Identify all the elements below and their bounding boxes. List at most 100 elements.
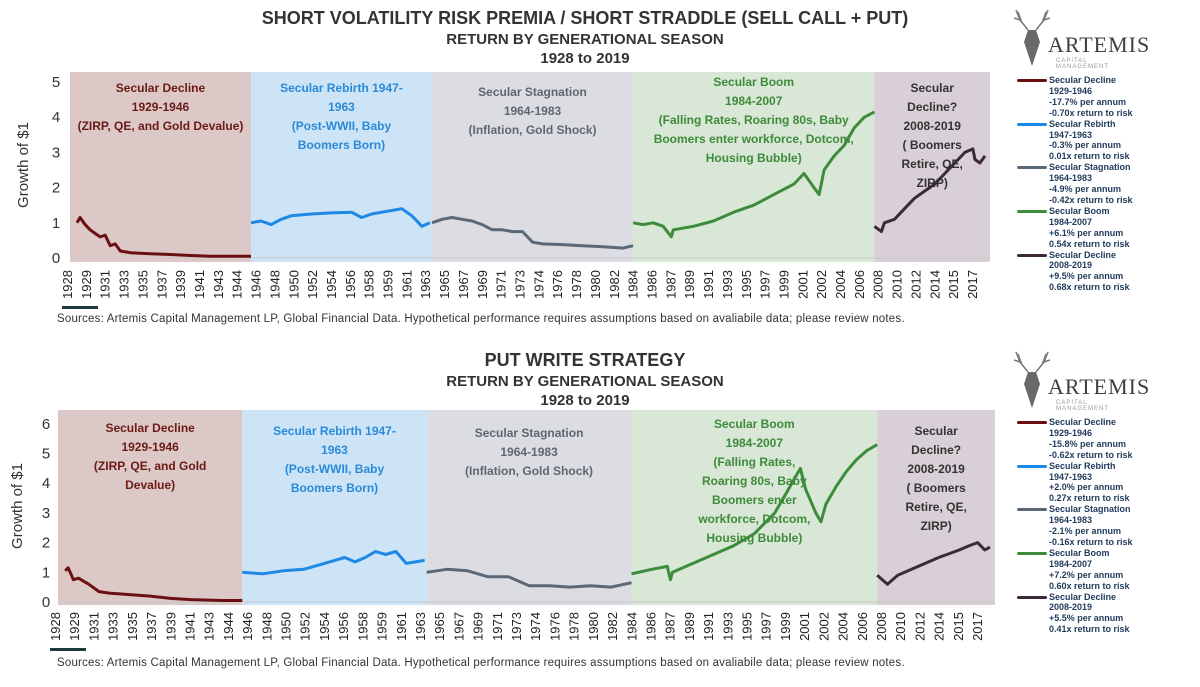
season-band-rebirth bbox=[250, 72, 432, 262]
legend-item-rebirth: Secular Rebirth 1947-1963 +2.0% per annum 0… bbox=[1017, 461, 1133, 505]
season-annotation: Secular Boom bbox=[713, 75, 794, 89]
x-tick-label: 1991 bbox=[701, 612, 716, 641]
series-line-decline bbox=[75, 216, 251, 258]
legend-item-decline2: Secular Decline 2008-2019 +9.5% per annum 0… bbox=[1017, 250, 1133, 294]
season-annotation: ZIRP) bbox=[920, 519, 951, 533]
x-tick-label: 1967 bbox=[456, 270, 471, 299]
season-band-decline bbox=[58, 410, 243, 605]
x-tick-label: 1997 bbox=[759, 612, 774, 641]
series-line-boom bbox=[632, 110, 876, 239]
x-tick-label: 2004 bbox=[833, 270, 848, 299]
x-tick-label: 1969 bbox=[475, 270, 490, 299]
legend-item-rebirth: Secular Rebirth 1947-1963 -0.3% per annum 0… bbox=[1017, 119, 1133, 163]
chart2-subtitle: RETURN BY GENERATIONAL SEASON bbox=[446, 373, 724, 390]
legend-label: Secular Decline bbox=[1049, 591, 1117, 602]
legend-stat: -0.62x return to risk bbox=[1049, 449, 1133, 460]
legend-item-decline: Secular Decline 1929-1946 -17.7% per annum… bbox=[1017, 75, 1133, 119]
x-tick-label: 2001 bbox=[795, 270, 810, 299]
x-tick-label: 1937 bbox=[144, 612, 159, 641]
chart1-period: 1928 to 2019 bbox=[540, 50, 630, 67]
x-tick-label: 1958 bbox=[355, 612, 370, 641]
season-annotation: Secular bbox=[911, 81, 955, 95]
legend-label: Secular Decline bbox=[1049, 75, 1117, 85]
chart2-title: PUT WRITE STRATEGY bbox=[484, 350, 686, 370]
y-tick-label: 3 bbox=[42, 505, 50, 522]
x-tick-label: 1946 bbox=[240, 612, 255, 641]
legend-swatch bbox=[1017, 79, 1047, 82]
legend-stat: -0.70x return to risk bbox=[1049, 107, 1133, 118]
legend-item-decline: Secular Decline 1929-1946 -15.8% per annum… bbox=[1017, 417, 1133, 461]
x-tick-label: 1943 bbox=[202, 612, 217, 641]
x-tick-label: 1991 bbox=[701, 270, 716, 299]
series-line-decline bbox=[64, 566, 243, 602]
legend-stat: -0.16x return to risk bbox=[1049, 536, 1133, 547]
artemis-logo: ARTEMIS CAPITAL MANAGEMENT bbox=[1012, 8, 1149, 70]
logo-name: ARTEMIS bbox=[1048, 32, 1151, 57]
legend-swatch bbox=[1017, 122, 1047, 126]
x-tick-label: 1984 bbox=[626, 270, 641, 299]
legend-stat: 0.54x return to risk bbox=[1049, 238, 1130, 249]
x-tick-label: 1929 bbox=[79, 270, 94, 299]
season-annotation: Decline? bbox=[907, 100, 957, 114]
x-tick-label: 1973 bbox=[509, 612, 524, 641]
season-band-decline2 bbox=[874, 72, 990, 262]
x-tick-label: 1939 bbox=[173, 270, 188, 299]
season-annotation: 1984-2007 bbox=[726, 436, 784, 450]
season-annotation: 2008-2019 bbox=[903, 119, 961, 133]
x-tick-label: 1989 bbox=[682, 612, 697, 641]
season-annotation: workforce, Dotcom, bbox=[697, 512, 810, 526]
series-line-decline2 bbox=[873, 147, 987, 234]
chart1-subtitle: RETURN BY GENERATIONAL SEASON bbox=[446, 31, 724, 48]
series-line-boom bbox=[631, 443, 878, 582]
x-tick-label: 1929 bbox=[67, 612, 82, 641]
x-tick-label: 2012 bbox=[912, 612, 927, 641]
series-line-rebirth bbox=[250, 207, 431, 228]
legend-stat: 0.60x return to risk bbox=[1049, 580, 1130, 591]
legend-stat: -0.42x return to risk bbox=[1049, 194, 1133, 205]
x-tick-label: 1935 bbox=[125, 612, 140, 641]
legend-stat: +5.5% per annum bbox=[1049, 613, 1124, 624]
legend-stat: 0.41x return to risk bbox=[1049, 624, 1130, 635]
y-tick-label: 2 bbox=[52, 180, 60, 197]
season-annotation: Secular Decline bbox=[116, 81, 206, 95]
legend-stat: 0.27x return to risk bbox=[1049, 493, 1130, 504]
logo-name: ARTEMIS bbox=[1048, 374, 1151, 399]
x-tick-label: 2015 bbox=[951, 612, 966, 641]
x-tick-label: 1965 bbox=[432, 612, 447, 641]
y-axis-title: Growth of $1 bbox=[15, 122, 32, 208]
x-tick-label: 1954 bbox=[324, 270, 339, 299]
x-tick-label: 1965 bbox=[437, 270, 452, 299]
x-tick-label: 2002 bbox=[816, 612, 831, 641]
x-tick-label: 1931 bbox=[86, 612, 101, 641]
x-tick-label: 2006 bbox=[855, 612, 870, 641]
x-tick-label: 1987 bbox=[663, 612, 678, 641]
x-tick-label: 1928 bbox=[48, 612, 63, 641]
season-annotation: Secular bbox=[914, 424, 958, 438]
chart2-legend: Secular Decline 1929-1946 -15.8% per annum… bbox=[1017, 417, 1133, 635]
season-annotation: Boomers Born) bbox=[298, 138, 385, 152]
x-tick-label: 1958 bbox=[362, 270, 377, 299]
x-tick-label: 1995 bbox=[740, 612, 755, 641]
season-annotation: Secular Stagnation bbox=[478, 85, 587, 99]
x-tick-label: 2002 bbox=[814, 270, 829, 299]
x-tick-label: 1928 bbox=[60, 270, 75, 299]
season-annotation: Devalue) bbox=[125, 478, 175, 492]
y-tick-label: 0 bbox=[52, 250, 60, 267]
season-annotation: Decline? bbox=[911, 443, 961, 457]
x-tick-label: 1944 bbox=[230, 270, 245, 299]
season-band-stagnation bbox=[426, 410, 632, 605]
legend-item-boom: Secular Boom 1984-2007 +6.1% per annum 0.54… bbox=[1017, 206, 1133, 250]
x-tick-label: 1978 bbox=[569, 270, 584, 299]
legend-stat: -0.3% per annum bbox=[1049, 140, 1122, 151]
legend-swatch bbox=[1017, 464, 1047, 468]
x-tick-label: 1941 bbox=[192, 270, 207, 299]
season-annotation: 2008-2019 bbox=[907, 462, 965, 476]
legend-label: Secular Rebirth bbox=[1049, 460, 1116, 471]
x-tick-label: 1995 bbox=[739, 270, 754, 299]
season-annotation: 1929-1946 bbox=[121, 440, 179, 454]
y-tick-label: 2 bbox=[42, 535, 50, 552]
logo-subtitle: CAPITAL MANAGEMENT bbox=[1056, 400, 1110, 412]
y-tick-label: 1 bbox=[52, 215, 60, 232]
x-tick-label: 1950 bbox=[286, 270, 301, 299]
